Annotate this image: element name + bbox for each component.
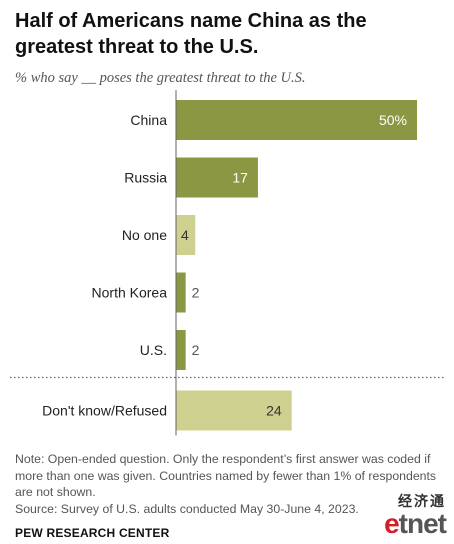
bar-russia [176, 157, 258, 198]
value-label-russia: 17 [232, 170, 248, 186]
chart-subtitle: % who say __ poses the greatest threat t… [15, 70, 306, 86]
note-text: Note: Open-ended question. Only the resp… [15, 452, 437, 499]
chart-notes: Note: Open-ended question. Only the resp… [15, 451, 445, 517]
category-label-north-korea: North Korea [92, 285, 168, 301]
value-label-don-t-know-refused: 24 [266, 403, 282, 419]
category-label-no-one: No one [122, 227, 167, 243]
value-label-u-s: 2 [192, 342, 200, 358]
bar-chart: China 50% Russia 17 No one 4 North Korea 2 U.S. 2… [10, 90, 444, 436]
source-text: Source: Survey of U.S. adults conducted … [15, 501, 359, 516]
bar-north-korea [176, 272, 186, 313]
pew-logo-text: PEW RESEARCH CENTER [15, 526, 170, 540]
bar-no-one [176, 215, 196, 255]
value-label-china: 50% [379, 112, 407, 128]
category-label-russia: Russia [124, 170, 167, 186]
category-label-don-t-know-refused: Don't know/Refused [42, 403, 167, 419]
etnet-watermark: 经济通 etnet [384, 494, 447, 539]
value-label-no-one: 4 [181, 227, 189, 243]
value-label-north-korea: 2 [192, 285, 200, 301]
category-label-u-s: U.S. [140, 342, 167, 358]
watermark-chinese: 经济通 [398, 494, 446, 510]
bar-china [176, 100, 417, 140]
bar-u-s [176, 330, 186, 370]
bar-don-t-know-refused [176, 390, 292, 431]
category-label-china: China [130, 112, 167, 128]
watermark-logo: etnet [384, 508, 447, 539]
chart-title: Half of Americans name China as the grea… [15, 10, 367, 58]
